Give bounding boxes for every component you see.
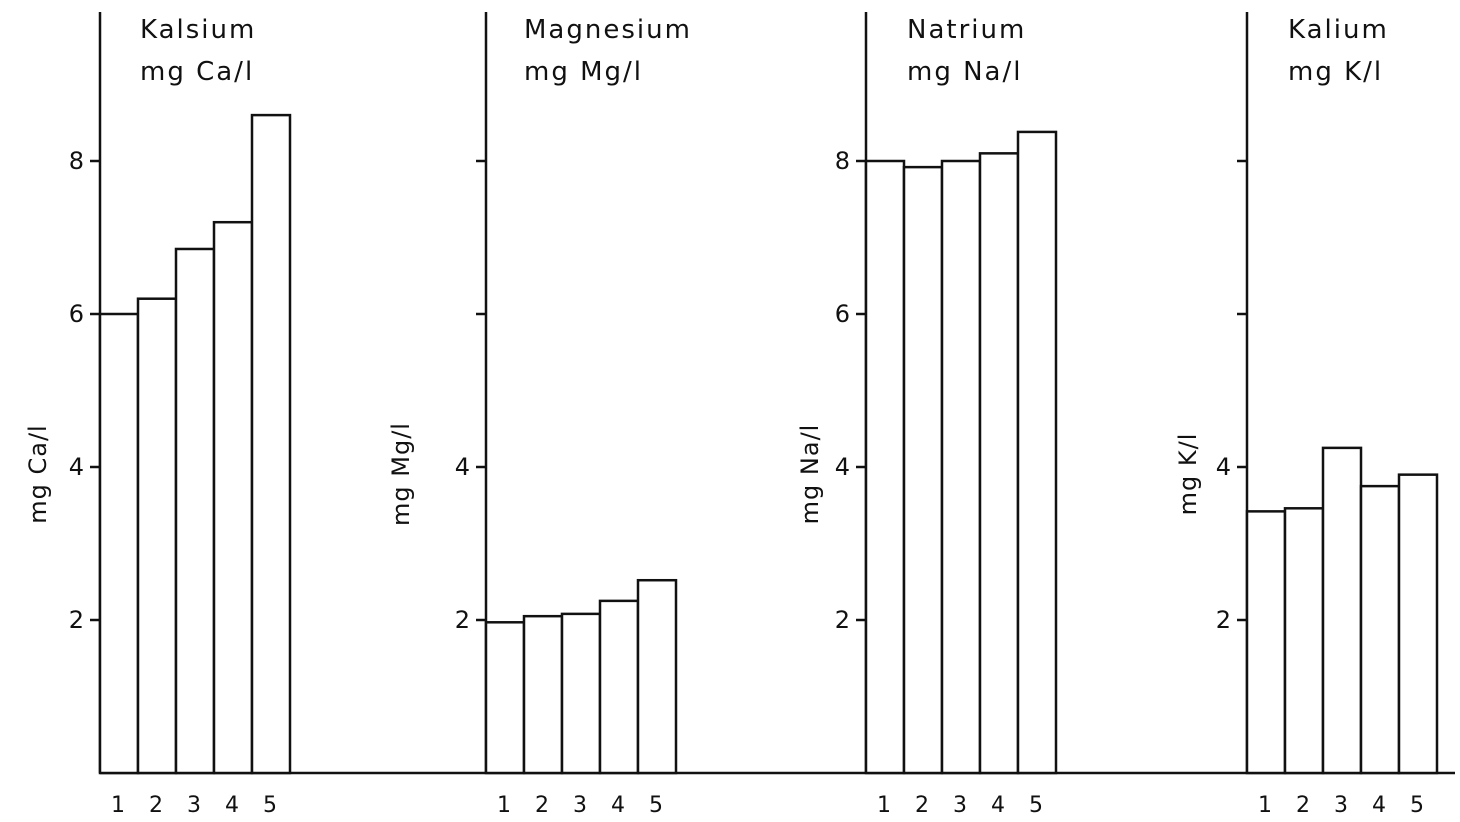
panel-natrium-ylabel: mg Na/l <box>796 424 824 525</box>
panel-kalium-bar <box>1245 510 1287 775</box>
panel-kalium-ytick-label: 4 <box>1216 453 1231 481</box>
panel-magnesium-ytick-label: 2 <box>455 606 470 634</box>
panel-kalium-ytick-label: 2 <box>1216 606 1231 634</box>
panel-natrium-ytick-label: 2 <box>835 606 850 634</box>
panel-kalsium-bar <box>250 113 292 775</box>
panel-natrium-subtitle: mg Na/l <box>907 57 1022 87</box>
panel-kalium-subtitle: mg K/l <box>1288 57 1383 87</box>
panel-kalsium-xtick-label: 3 <box>187 793 201 818</box>
panel-kalium-xtick-label: 5 <box>1410 793 1424 818</box>
panel-kalsium-xtick-label: 1 <box>111 793 125 818</box>
panel-kalsium-ytick-label: 8 <box>69 147 84 175</box>
panel-magnesium-xtick-label: 5 <box>649 793 663 818</box>
panel-natrium-bar <box>902 165 944 775</box>
panel-kalsium-ytick-label: 2 <box>69 606 84 634</box>
panel-magnesium-bar <box>522 614 564 775</box>
panel-kalium-xtick-label: 4 <box>1372 793 1386 818</box>
panel-kalsium: Kalsium mg Ca/l mg Ca/l <box>24 15 256 524</box>
panel-magnesium-plot: 241 2 3 4 5 <box>455 12 678 818</box>
panel-natrium-xtick-label: 4 <box>991 793 1005 818</box>
panel-natrium-xtick-label: 2 <box>915 793 929 818</box>
panel-kalium-xtick-label: 2 <box>1296 793 1310 818</box>
panel-magnesium-subtitle: mg Mg/l <box>524 57 643 87</box>
panel-magnesium-title: Magnesium <box>524 15 692 45</box>
panel-magnesium-xtick-label: 2 <box>535 793 549 818</box>
panel-kalsium-bar <box>136 297 178 775</box>
panel-kalsium-bar <box>212 220 254 775</box>
panel-kalsium-xtick-label: 2 <box>149 793 163 818</box>
panel-magnesium-bar <box>484 621 526 775</box>
panel-natrium-bar <box>940 159 982 775</box>
panel-kalium-bar <box>1321 446 1363 775</box>
panel-kalsium-xtick-label: 4 <box>225 793 239 818</box>
panel-natrium-bar <box>1016 130 1058 775</box>
panel-natrium: Natrium mg Na/l mg Na/l <box>796 15 1026 525</box>
panel-magnesium-xtick-label: 1 <box>497 793 511 818</box>
panel-kalsium-xtick-label: 5 <box>263 793 277 818</box>
panel-magnesium-bar <box>560 612 602 775</box>
panel-kalium-bar <box>1397 473 1439 775</box>
panel-kalium-plot: 241 2 3 4 5 <box>1216 12 1439 818</box>
panel-magnesium: Magnesium mg Mg/l mg Mg/l <box>387 15 692 526</box>
panel-natrium-bar <box>978 152 1020 775</box>
panel-natrium-bar <box>864 159 906 775</box>
panel-natrium-xtick-label: 3 <box>953 793 967 818</box>
panel-natrium-xtick-label: 5 <box>1029 793 1043 818</box>
panel-kalsium-ytick-label: 6 <box>69 300 84 328</box>
panel-magnesium-bar <box>598 599 640 775</box>
panel-magnesium-xtick-label: 4 <box>611 793 625 818</box>
panel-kalium: Kalium mg K/l mg K/l <box>1174 15 1389 516</box>
panel-kalsium-bar <box>174 247 216 775</box>
panel-kalium-title: Kalium <box>1288 15 1389 45</box>
panel-magnesium-ylabel: mg Mg/l <box>387 422 415 526</box>
panel-kalsium-ylabel: mg Ca/l <box>24 424 52 523</box>
panel-kalium-xtick-label: 1 <box>1258 793 1272 818</box>
panel-kalsium-bar <box>98 312 140 775</box>
panel-kalium-xtick-label: 3 <box>1334 793 1348 818</box>
panel-natrium-ytick-label: 4 <box>835 453 850 481</box>
panel-magnesium-bar <box>636 578 678 775</box>
panel-magnesium-xtick-label: 3 <box>573 793 587 818</box>
panel-natrium-xtick-label: 1 <box>877 793 891 818</box>
panel-kalium-bar <box>1359 484 1401 775</box>
panel-natrium-ytick-label: 8 <box>835 147 850 175</box>
panel-kalsium-subtitle: mg Ca/l <box>140 57 254 87</box>
panel-kalsium-title: Kalsium <box>140 15 256 45</box>
panel-kalium-bar <box>1283 507 1325 775</box>
panel-natrium-title: Natrium <box>907 15 1026 45</box>
panel-magnesium-ytick-label: 4 <box>455 453 470 481</box>
panel-kalium-ylabel: mg K/l <box>1174 433 1202 516</box>
panel-natrium-ytick-label: 6 <box>835 300 850 328</box>
panel-kalsium-ytick-label: 4 <box>69 453 84 481</box>
